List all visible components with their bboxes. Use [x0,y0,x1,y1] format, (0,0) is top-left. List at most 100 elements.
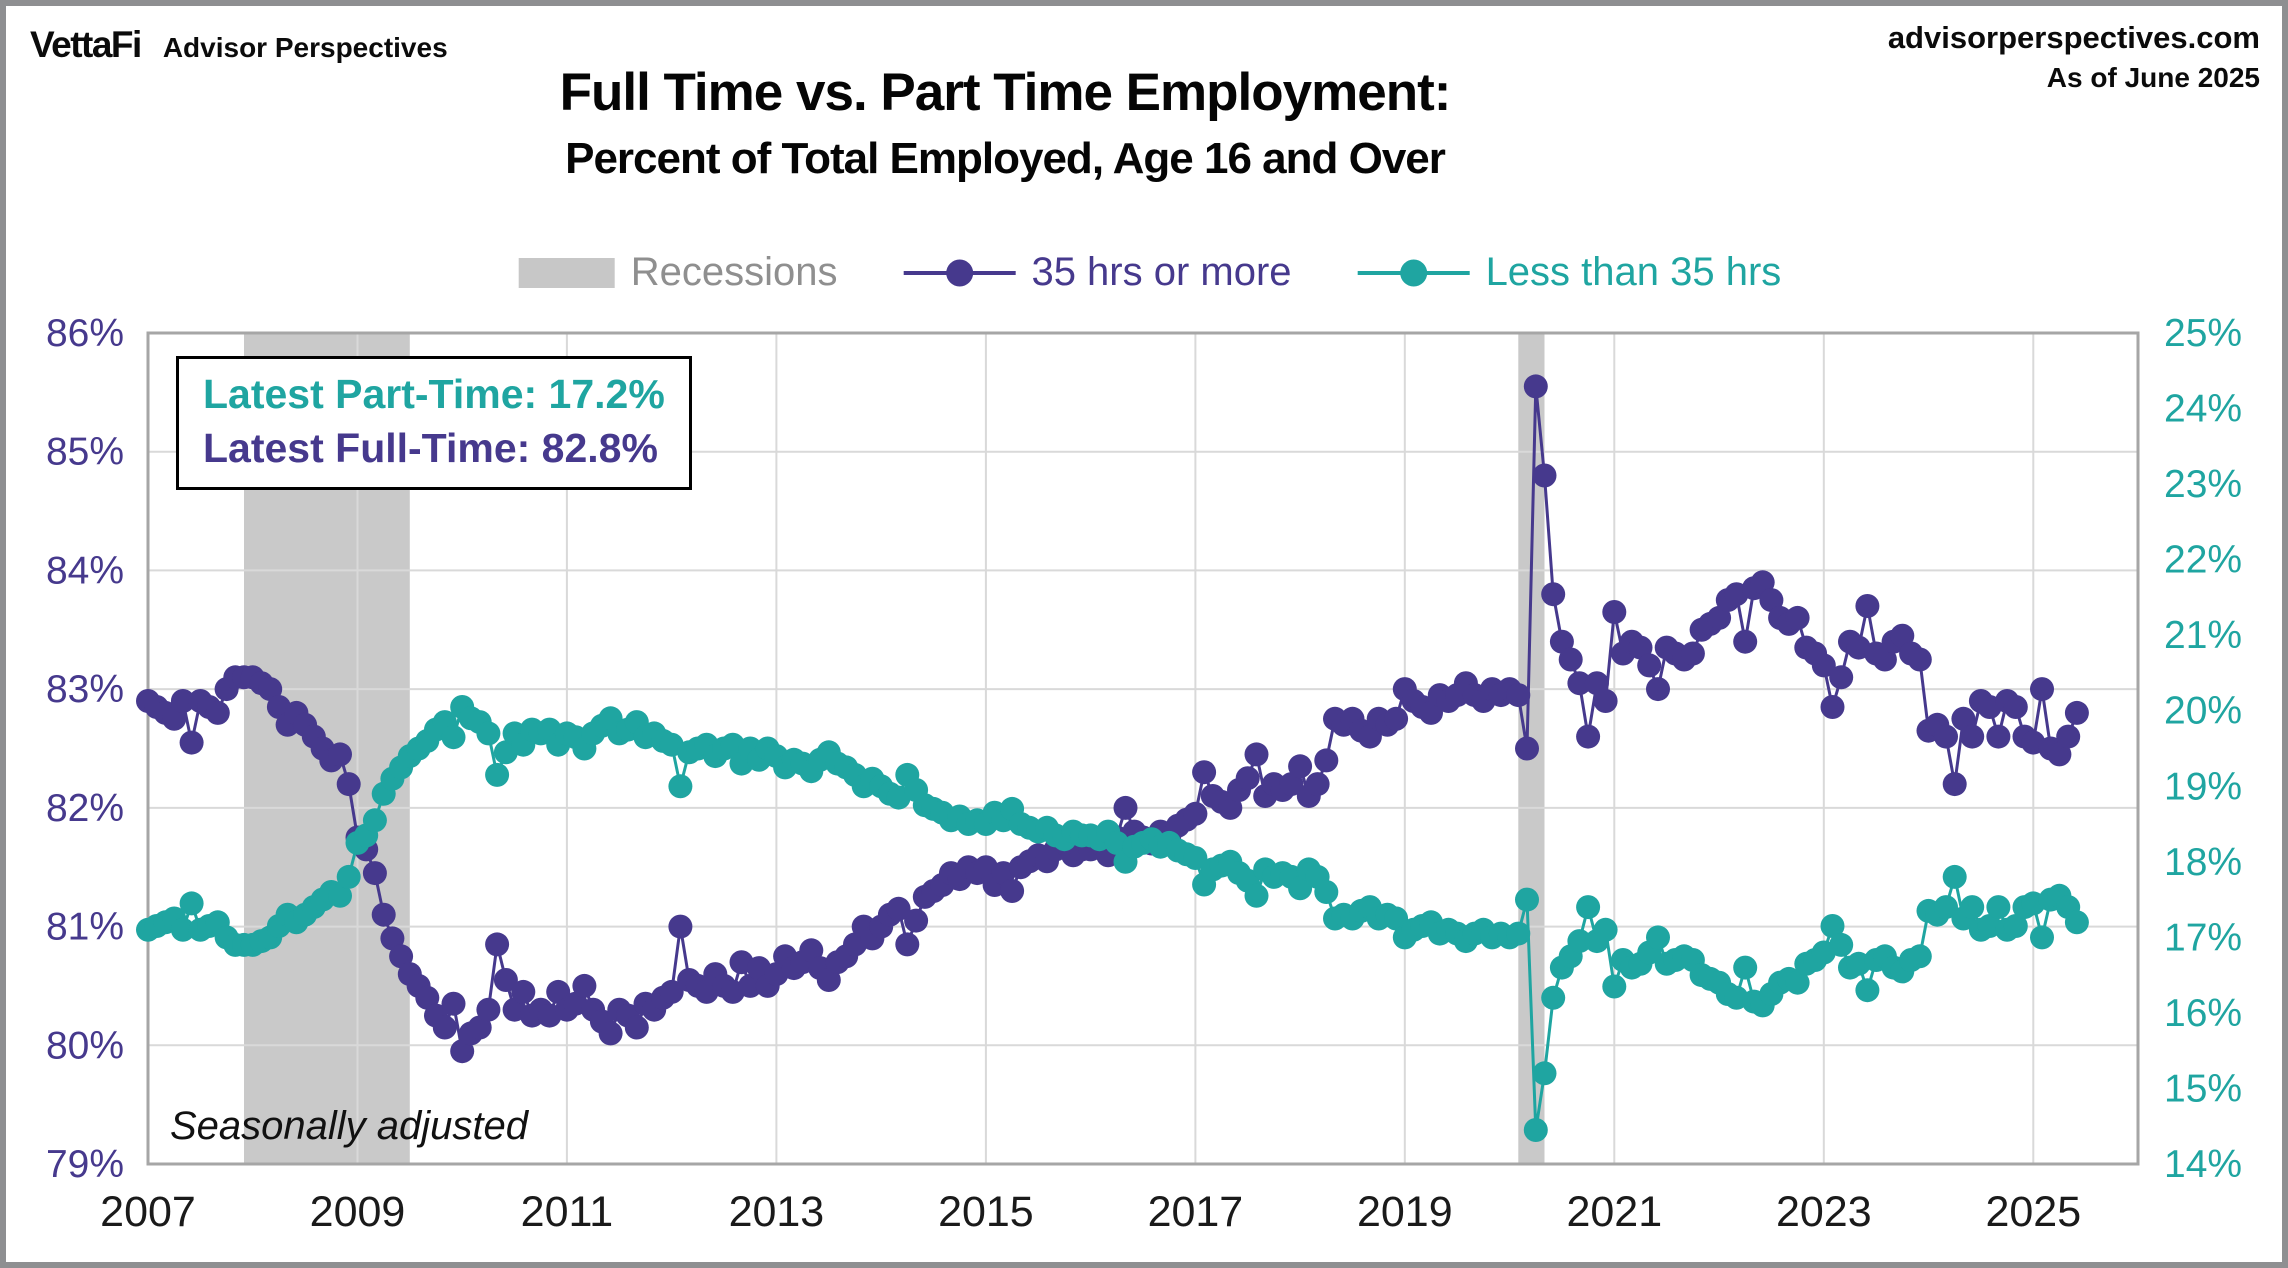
full-time-point [738,973,763,998]
left-axis-tick-label: 79% [46,1143,124,1186]
legend-recessions-label: Recessions [630,250,838,294]
full-time-point [1829,665,1854,690]
full-time-point [205,700,230,725]
left-axis-tick-label: 80% [46,1024,124,1067]
full-time-point [1576,724,1601,749]
part-time-point [2064,910,2089,935]
right-axis-tick-label: 16% [2164,992,2242,1035]
latest-values-callout: Latest Part-Time: 17.2% Latest Full-Time… [176,356,692,491]
part-time-point [476,721,501,746]
full-time-point [1646,677,1670,702]
full-time-point [485,932,510,957]
full-time-point [1235,766,1260,791]
full-time-point [1872,647,1897,672]
full-time-point [1750,570,1775,595]
full-time-point [624,1015,649,1040]
part-time-point [1523,1118,1548,1142]
part-time-point [1942,864,1967,889]
left-axis-tick-label: 85% [46,431,124,474]
full-time-point [1244,742,1269,767]
full-time-point [1951,706,1976,731]
part-time-point [1593,917,1618,942]
full-time-point [1567,671,1592,696]
part-time-point [1602,974,1627,999]
full-time-point [1811,653,1836,678]
full-time-point [904,908,929,933]
part-time-point [1506,921,1531,946]
full-time-point [1628,635,1653,660]
right-axis-tick-label: 23% [2164,463,2242,506]
part-time-point [1986,895,2011,920]
full-time-point [162,706,187,731]
full-time-point [1942,772,1967,797]
latest-full-time-text: Latest Full-Time: 82.8% [203,425,658,472]
right-axis-tick-label: 14% [2164,1143,2242,1186]
part-time-point [1934,895,1958,920]
legend-part-time-label: Less than 35 hrs [1485,250,1782,294]
part-time-point [1314,880,1339,904]
full-time-point [380,926,405,951]
chart-legend: Recessions 35 hrs or more Less than 35 h… [518,250,1782,295]
seasonally-adjusted-note: Seasonally adjusted [170,1104,529,1148]
part-time-point [1567,929,1592,954]
part-time-point [362,808,387,833]
full-time-point [441,991,466,1016]
full-time-point [1419,700,1443,725]
chart-title: Full Time vs. Part Time Employment: [559,63,1452,122]
full-time-point [336,772,361,797]
full-time-point [1960,724,1985,749]
full-time-point [1785,605,1810,630]
full-time-point [1541,582,1566,607]
plot-border [146,331,2140,1166]
part-time-point [1541,985,1566,1010]
right-axis-tick-label: 18% [2164,841,2242,884]
full-time-point [659,979,684,1004]
right-axis-tick-label: 24% [2164,388,2242,431]
part-time-point [485,762,510,787]
part-time-point [1829,932,1854,957]
part-time-marker-icon [1357,257,1470,289]
full-time-point [362,861,387,886]
part-time-point [1785,970,1810,995]
part-time-point [1646,925,1670,950]
right-axis-tick-label: 20% [2164,690,2242,733]
left-axis-tick-label: 81% [46,906,124,949]
recession-swatch-icon [518,257,615,288]
part-time-point [1244,883,1269,908]
full-time-point [1305,772,1330,797]
full-time-point [179,730,204,755]
full-time-point [467,1015,492,1040]
full-time-point [1890,623,1915,648]
full-time-point [450,1039,475,1064]
full-time-point [816,968,841,992]
full-time-point [1506,683,1531,708]
legend-item-recessions: Recessions [518,250,838,295]
source-url-text: advisorperspectives.com [1887,20,2260,55]
latest-part-time-text: Latest Part-Time: 17.2% [203,371,665,417]
full-time-point [1558,647,1583,672]
full-time-point [598,1021,623,1046]
part-time-point [1960,895,1985,920]
part-time-point [668,774,693,799]
full-time-point [1680,641,1705,666]
legend-item-full-time: 35 hrs or more [903,250,1292,295]
full-time-point [1279,772,1304,797]
right-axis-tick-label: 22% [2164,539,2242,582]
legend-item-part-time: Less than 35 hrs [1357,250,1782,295]
logo-vettafi-text: VettaFi [30,24,142,65]
part-time-line [147,703,2079,1131]
full-time-point [1733,629,1758,654]
full-time-point [1523,374,1548,399]
full-time-point [1637,653,1662,678]
x-axis-tick-label: 2021 [1566,1188,1662,1236]
full-time-point [668,914,693,939]
full-time-point [1192,760,1217,785]
full-time-point [799,938,824,963]
x-axis-tick-label: 2019 [1357,1188,1453,1236]
full-time-marker-icon [903,257,1016,289]
full-time-point [2056,724,2081,749]
x-axis-tick-label: 2017 [1148,1188,1244,1236]
part-time-point [336,864,361,889]
x-axis-tick-label: 2015 [938,1188,1034,1236]
part-time-point [1576,895,1601,920]
